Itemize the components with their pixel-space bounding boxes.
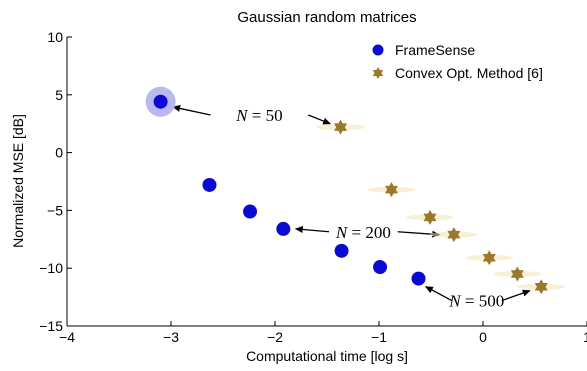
annotation-arrow [308,114,332,125]
annotation-arrow [294,226,330,233]
x-tick-label: −2 [267,329,283,345]
convex-point [447,227,461,243]
framesense-point [153,94,168,109]
legend-label-framesense: FrameSense [395,42,475,58]
convex-point [510,266,524,282]
annotation-label: N = 500 [448,292,504,311]
annotations: N = 50 N = 200 N = 500 [172,104,531,311]
x-tick-label: 1 [583,329,587,345]
framesense-point [411,271,426,286]
legend: FrameSense Convex Opt. Method [6] [372,42,543,81]
legend-marker-framesense [372,44,384,56]
y-tick-label: −15 [39,318,63,334]
convex-point [334,119,348,135]
x-tick-label: −3 [163,329,179,345]
annotation-label: N = 50 [235,106,282,125]
x-tick-label: −4 [59,329,75,345]
annotation-arrow [501,289,531,302]
y-tick-label: −10 [39,260,63,276]
convex-point [384,182,398,198]
annotation-arrow [172,104,211,116]
annotation-label: N = 200 [335,223,391,242]
framesense-point [334,243,349,258]
framesense-point [202,177,217,192]
x-tick-label: 0 [479,329,487,345]
convex-point [423,209,437,225]
x-axis-label: Computational time [log s] [246,348,408,364]
y-axis-label: Normalized MSE [dB] [10,114,26,248]
x-tick-label: −1 [371,329,387,345]
chart-title: Gaussian random matrices [237,9,416,26]
framesense-point [243,204,258,219]
framesense-point [276,221,291,236]
annotation-arrow [424,286,453,302]
legend-marker-convex [372,67,384,79]
convex-point [482,250,496,266]
legend-label-convex: Convex Opt. Method [6] [395,65,543,81]
y-tick-label: 5 [55,87,63,103]
data-marks [145,86,566,295]
framesense-point [373,260,388,275]
y-tick-label: 10 [47,29,63,45]
y-tick-label: 0 [55,145,63,161]
y-tick-label: −5 [47,202,63,218]
convex-point [534,279,548,295]
plot-area [66,37,587,327]
